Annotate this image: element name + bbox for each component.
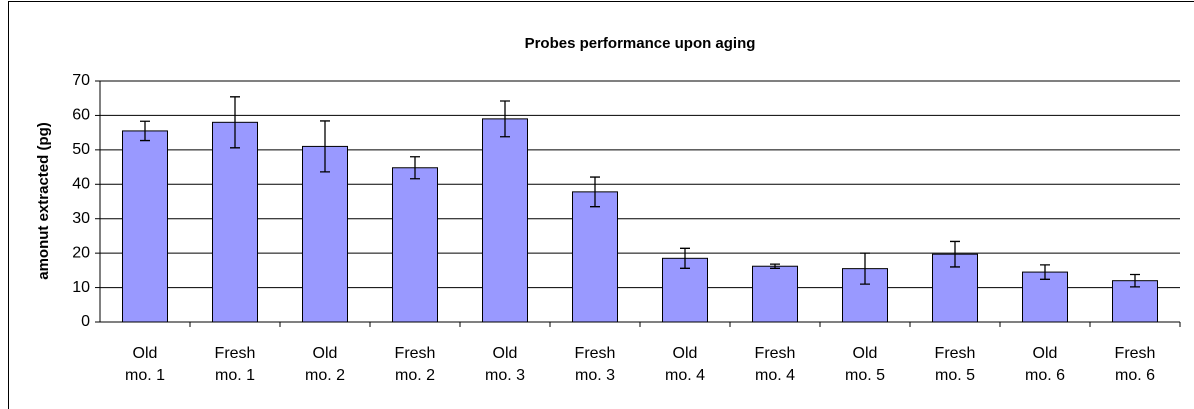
error-bar [500, 100, 510, 138]
x-tick-label: Fresh [575, 345, 616, 362]
x-tick-label: Old [313, 345, 338, 362]
error-bar [680, 247, 690, 269]
error-bar [590, 176, 600, 208]
error-bar [860, 252, 870, 285]
x-tick-label: mo. 4 [665, 367, 705, 384]
x-tick-label: mo. 4 [755, 367, 795, 384]
x-tick-label: Old [853, 345, 878, 362]
x-tick-label: Old [673, 345, 698, 362]
bar [1022, 271, 1068, 323]
x-tick-label: mo. 5 [845, 367, 885, 384]
bar [1112, 280, 1158, 323]
y-axis-label: amonut extracted (pg) [35, 122, 52, 280]
x-tick-label: mo. 1 [125, 367, 165, 384]
bar [212, 121, 258, 323]
bar [122, 130, 168, 323]
x-tick-label: Old [1033, 345, 1058, 362]
bar [302, 145, 348, 323]
error-bar [320, 120, 330, 173]
error-bar [1040, 264, 1050, 280]
x-tick-label: Fresh [215, 345, 256, 362]
y-tick-label: 10 [72, 279, 90, 296]
y-tick-label: 40 [72, 176, 90, 193]
bar [572, 191, 618, 323]
bar [482, 118, 528, 323]
error-bar [950, 240, 960, 268]
bar [752, 265, 798, 323]
x-tick-label: Fresh [935, 345, 976, 362]
y-tick-label: 60 [72, 107, 90, 124]
y-tick-label: 50 [72, 141, 90, 158]
error-bar [140, 120, 150, 142]
bar [392, 167, 438, 323]
y-tick-label: 20 [72, 244, 90, 261]
error-bar [1130, 273, 1140, 288]
error-bar [410, 156, 420, 180]
x-tick-label: Old [133, 345, 158, 362]
x-tick-label: mo. 5 [935, 367, 975, 384]
x-tick-label: mo. 2 [395, 367, 435, 384]
x-tick-label: mo. 1 [215, 367, 255, 384]
error-bar [230, 96, 240, 149]
y-tick-label: 70 [72, 72, 90, 89]
x-tick-label: mo. 6 [1115, 367, 1155, 384]
y-tick-label: 30 [72, 210, 90, 227]
x-tick-label: Fresh [395, 345, 436, 362]
x-tick-label: Old [493, 345, 518, 362]
x-tick-label: mo. 3 [575, 367, 615, 384]
x-tick-label: Fresh [755, 345, 796, 362]
x-tick-label: mo. 3 [485, 367, 525, 384]
x-tick-label: Fresh [1115, 345, 1156, 362]
y-tick-label: 0 [81, 313, 90, 330]
x-tick-label: mo. 2 [305, 367, 345, 384]
x-tick-label: mo. 6 [1025, 367, 1065, 384]
error-bar [770, 263, 780, 269]
chart-title: Probes performance upon aging [525, 35, 756, 52]
